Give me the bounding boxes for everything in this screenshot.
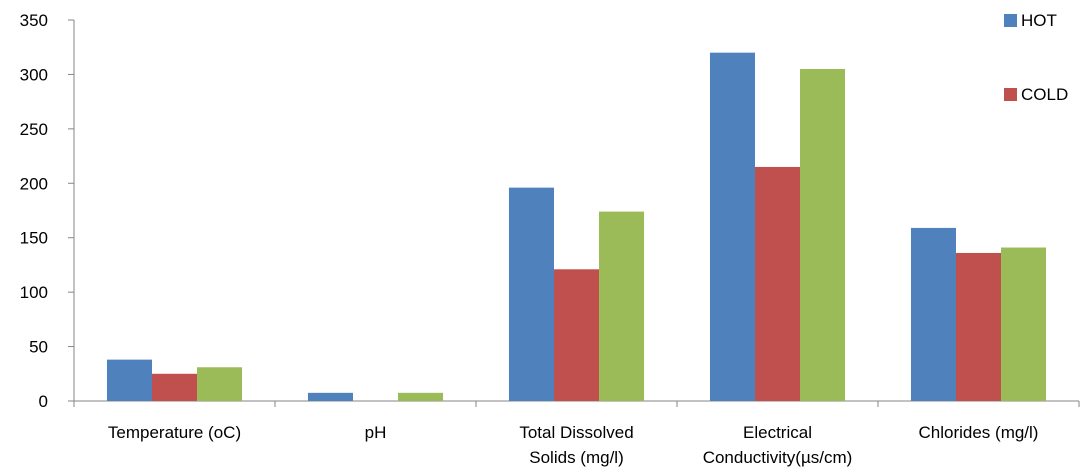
bar-series-2-category-1 bbox=[151, 373, 198, 401]
x-category-label-line: Electrical bbox=[743, 423, 812, 442]
y-tick-label: 300 bbox=[20, 65, 48, 84]
y-tick-label: 0 bbox=[39, 392, 48, 411]
bar-series-3-category-3 bbox=[599, 211, 645, 401]
y-tick-label: 250 bbox=[20, 120, 48, 139]
bar-series-3-category-4 bbox=[800, 68, 846, 401]
x-category-label-line: Total Dissolved bbox=[519, 423, 633, 442]
y-tick-label: 150 bbox=[20, 229, 48, 248]
bar-series-2-category-5 bbox=[955, 252, 1002, 401]
y-tick-label: 100 bbox=[20, 283, 48, 302]
y-tick-label: 350 bbox=[20, 11, 48, 30]
bar-series-2-category-3 bbox=[553, 269, 600, 401]
legend: HOT COLD bbox=[1004, 11, 1068, 104]
x-category-label-line: Chlorides (mg/l) bbox=[919, 423, 1039, 442]
bar-series-3-category-1 bbox=[197, 367, 243, 401]
x-category-label: pH bbox=[365, 423, 387, 442]
x-category-label-line: Temperature (oC) bbox=[108, 423, 241, 442]
x-category-label: Electrical Conductivity(µs/cm) bbox=[703, 423, 853, 467]
x-category-label-line: Solids (mg/l) bbox=[529, 448, 623, 467]
legend-swatch bbox=[1004, 88, 1017, 101]
x-category-label: Temperature (oC) bbox=[108, 423, 241, 442]
bar-series-2-category-4 bbox=[754, 166, 801, 401]
bar-series-1-category-4 bbox=[709, 52, 755, 402]
y-axis: 0 50 100 150 200 250 300 350 bbox=[20, 11, 75, 411]
bar-series-1-category-5 bbox=[910, 227, 956, 401]
bar-series-3-category-5 bbox=[1001, 247, 1047, 401]
legend-swatch bbox=[1004, 14, 1017, 27]
bar-series-1-category-3 bbox=[508, 187, 554, 401]
y-tick-label: 200 bbox=[20, 174, 48, 193]
legend-label: HOT bbox=[1021, 11, 1057, 30]
x-axis: Temperature (oC) pH Total Dissolved Solids … bbox=[73, 400, 1080, 467]
x-category-label: Total Dissolved Solids (mg/l) bbox=[519, 423, 633, 467]
x-category-label-line: Conductivity(µs/cm) bbox=[703, 448, 853, 467]
x-category-label: Chlorides (mg/l) bbox=[919, 423, 1039, 442]
y-tick-label: 50 bbox=[29, 338, 48, 357]
legend-label: COLD bbox=[1021, 85, 1068, 104]
bar-series-1-category-2 bbox=[307, 392, 353, 401]
bar-series-1-category-1 bbox=[106, 359, 152, 401]
x-category-label-line: pH bbox=[365, 423, 387, 442]
bars bbox=[106, 52, 1047, 402]
bar-series-3-category-2 bbox=[398, 392, 444, 401]
